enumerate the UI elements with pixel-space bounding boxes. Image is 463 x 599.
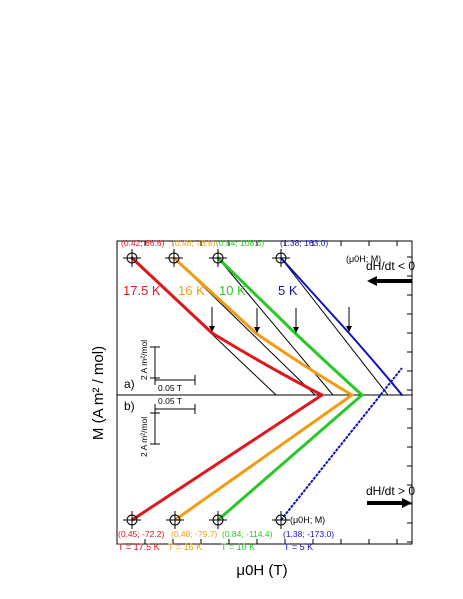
temp-label-10K: 10 K	[219, 283, 246, 298]
scalebar-y-label-a: 2 A m²/mol	[139, 340, 149, 380]
coord-label-b-10K: (0.84; -114.4)	[222, 529, 273, 539]
coordinate-labels-b: (0.45; -72.2) (0.48; -79.7) (0.84; -114.…	[118, 529, 334, 539]
x-axis-title: μ0H (T)	[236, 562, 287, 579]
scale-bars-a	[150, 346, 196, 385]
legend-point-b: (μ0H; M)	[290, 515, 325, 525]
coordinate-labels-a: (0.42; 66.6) (0.48; 73.8) (0.84; 108.5) …	[121, 238, 328, 248]
temp-label-b-17.5K: T = 17.5 K	[118, 542, 160, 552]
temperature-labels-a: 17.5 K 16 K 10 K 5 K	[123, 283, 298, 298]
temp-label-17.5K: 17.5 K	[123, 283, 161, 298]
data-curve-a	[216, 256, 364, 397]
down-arrow-head-icon	[293, 327, 299, 333]
data-curve-a	[280, 257, 403, 396]
temperature-labels-b: T = 17.5 K T = 16 K T = 10 K T = 5 K	[118, 542, 313, 552]
plot-frame	[116, 240, 413, 545]
axis-ticks	[144, 241, 412, 544]
down-arrow-head-icon	[254, 327, 260, 333]
y-axis-title: M (A m² / mol)	[90, 346, 107, 440]
temp-label-5K: 5 K	[278, 283, 298, 298]
kink-arrows	[209, 307, 352, 333]
scalebar-x-label-b: 0.05 T	[158, 396, 182, 406]
temp-label-b-10K: T = 10 K	[221, 542, 255, 552]
down-arrow-head-icon	[346, 326, 352, 332]
down-arrow-head-icon	[209, 326, 215, 332]
direction-label-b: dH/dt > 0	[366, 484, 415, 498]
data-curve-b	[174, 393, 353, 522]
direction-label-a: dH/dt < 0	[366, 259, 415, 273]
coord-label-a-10K: (0.84; 108.5)	[216, 238, 264, 248]
data-curve-b	[131, 393, 323, 522]
coord-label-b-16K: (0.48; -79.7)	[171, 529, 217, 539]
coord-label-a-16K: (0.48; 73.8)	[172, 238, 216, 248]
temp-label-b-16K: T = 16 K	[168, 542, 202, 552]
arrow-left-icon	[367, 276, 412, 286]
data-curves	[130, 256, 403, 522]
scalebar-x-label-a: 0.05 T	[158, 383, 182, 393]
data-curve-b	[217, 393, 363, 522]
data-curve-a	[172, 256, 354, 397]
scale-bars-b	[150, 404, 196, 445]
data-curve-b	[280, 367, 403, 521]
coord-label-b-17.5K: (0.45; -72.2)	[118, 529, 164, 539]
panel-label-b: b)	[124, 399, 135, 413]
legend-point-a: (μ0H; M)	[346, 254, 381, 264]
temp-label-b-5K: T = 5 K	[284, 542, 313, 552]
temp-label-16K: 16 K	[178, 283, 205, 298]
panel-label-a: a)	[124, 377, 135, 391]
data-curve-a	[130, 256, 324, 397]
arrow-right-icon	[367, 498, 412, 508]
scalebar-y-label-b: 2 A m²/mol	[139, 417, 149, 457]
fit-line	[280, 257, 389, 396]
coord-label-a-17.5K: (0.42; 66.6)	[121, 238, 165, 248]
start-markers	[123, 249, 290, 529]
coord-label-a-5K: (1.38; 163.0)	[280, 238, 328, 248]
coord-label-b-5K: (1.38; -173.0)	[283, 529, 334, 539]
